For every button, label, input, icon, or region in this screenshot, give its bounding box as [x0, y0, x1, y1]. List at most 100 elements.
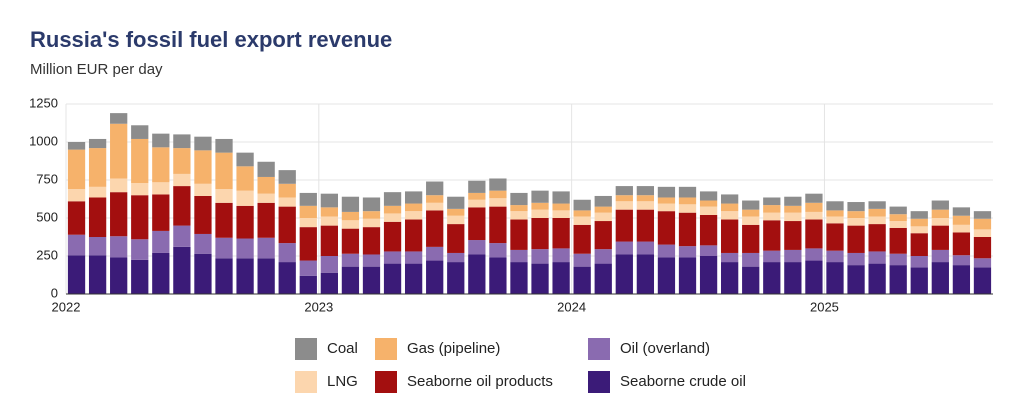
- bar-segment: [173, 148, 191, 174]
- bar-segment: [257, 237, 275, 259]
- bar-segment: [552, 210, 570, 218]
- x-tick-label: 2025: [810, 299, 839, 314]
- bar-segment: [320, 193, 338, 208]
- bar-segment: [847, 211, 865, 218]
- bar-segment: [341, 196, 360, 212]
- bar-segment: [636, 201, 655, 210]
- bar-segment: [404, 191, 423, 204]
- bar-segment: [152, 194, 170, 231]
- legend-swatch: [295, 338, 317, 360]
- bar-segment: [657, 197, 676, 204]
- bar-segment: [320, 256, 338, 273]
- bar-segment: [362, 197, 381, 212]
- bar-segment: [362, 254, 381, 267]
- bar-segment: [510, 211, 528, 220]
- legend-swatch: [375, 338, 397, 360]
- bar-segment: [615, 241, 633, 255]
- bar-segment: [573, 253, 591, 267]
- bar-segment: [510, 205, 528, 212]
- bar-segment: [510, 262, 528, 294]
- bar-segment: [236, 166, 254, 191]
- bar-segment: [573, 224, 591, 254]
- bar-segment: [889, 227, 907, 254]
- bar-segment: [67, 255, 86, 294]
- bar-segment: [447, 224, 465, 253]
- bar-segment: [615, 186, 633, 196]
- bar-segment: [88, 138, 107, 149]
- bar-segment: [110, 257, 128, 294]
- bar-segment: [257, 193, 275, 203]
- bar-segment: [931, 262, 949, 294]
- bar-segment: [784, 196, 802, 206]
- bar-segment: [257, 161, 275, 177]
- bar-segment: [678, 212, 697, 247]
- bar-segment: [531, 263, 549, 294]
- bar-segment: [552, 203, 570, 211]
- bar-segment: [110, 123, 128, 179]
- bar-segment: [889, 206, 907, 215]
- bar-segment: [699, 245, 718, 256]
- bar-segment: [699, 214, 718, 246]
- bar-segment: [931, 249, 949, 263]
- bar-segment: [131, 195, 149, 240]
- bar-segment: [510, 219, 528, 250]
- bar-segment: [868, 201, 886, 209]
- bar-segment: [763, 220, 781, 251]
- bar-segment: [215, 152, 233, 190]
- bar-segment: [952, 265, 971, 294]
- bar-segment: [278, 183, 296, 198]
- bar-segment: [973, 218, 992, 230]
- bar-segment: [173, 173, 191, 187]
- bar-segment: [931, 209, 949, 218]
- bar-segment: [299, 218, 317, 228]
- bar-segment: [215, 189, 233, 203]
- bar-segment: [615, 254, 633, 294]
- bar-segment: [320, 272, 338, 294]
- bar-segment: [847, 202, 865, 212]
- bar-segment: [468, 180, 486, 193]
- y-tick-label: 250: [36, 247, 58, 262]
- bar-segment: [489, 257, 507, 294]
- bar-segment: [594, 212, 612, 222]
- bar-segment: [257, 258, 275, 294]
- bar-segment: [784, 262, 802, 294]
- bar-segment: [805, 211, 823, 220]
- bar-segment: [826, 262, 844, 294]
- bar-segment: [552, 218, 570, 249]
- bar-segment: [931, 225, 949, 250]
- bar-segment: [194, 253, 212, 294]
- bar-segment: [531, 209, 549, 218]
- bar-segment: [341, 266, 360, 294]
- legend-swatch: [295, 371, 317, 393]
- bar-segment: [426, 246, 444, 261]
- bar-segment: [404, 203, 423, 212]
- bar-segment: [573, 266, 591, 294]
- bar-segment: [426, 195, 444, 203]
- bar-segment: [805, 260, 823, 294]
- bar-segment: [826, 210, 844, 217]
- bar-segment: [910, 233, 928, 256]
- bar-segment: [299, 192, 317, 206]
- bar-segment: [763, 262, 781, 294]
- bar-segment: [573, 199, 591, 211]
- bar-segment: [88, 197, 107, 237]
- bar-segment: [447, 262, 465, 294]
- bar-segment: [489, 178, 507, 191]
- bar-segment: [299, 275, 317, 294]
- bar-segment: [131, 138, 149, 184]
- bar-segment: [678, 186, 697, 198]
- bar-segment: [763, 250, 781, 263]
- bar-segment: [678, 257, 697, 294]
- bar-segment: [721, 211, 739, 220]
- bar-segment: [299, 227, 317, 261]
- bar-segment: [152, 182, 170, 195]
- bar-segment: [194, 233, 212, 254]
- bar-segment: [847, 218, 865, 226]
- bar-segment: [868, 216, 886, 225]
- bar-segment: [826, 250, 844, 263]
- bar-segment: [868, 263, 886, 294]
- bar-segment: [257, 176, 275, 194]
- bar-segment: [404, 211, 423, 220]
- bar-segment: [931, 218, 949, 226]
